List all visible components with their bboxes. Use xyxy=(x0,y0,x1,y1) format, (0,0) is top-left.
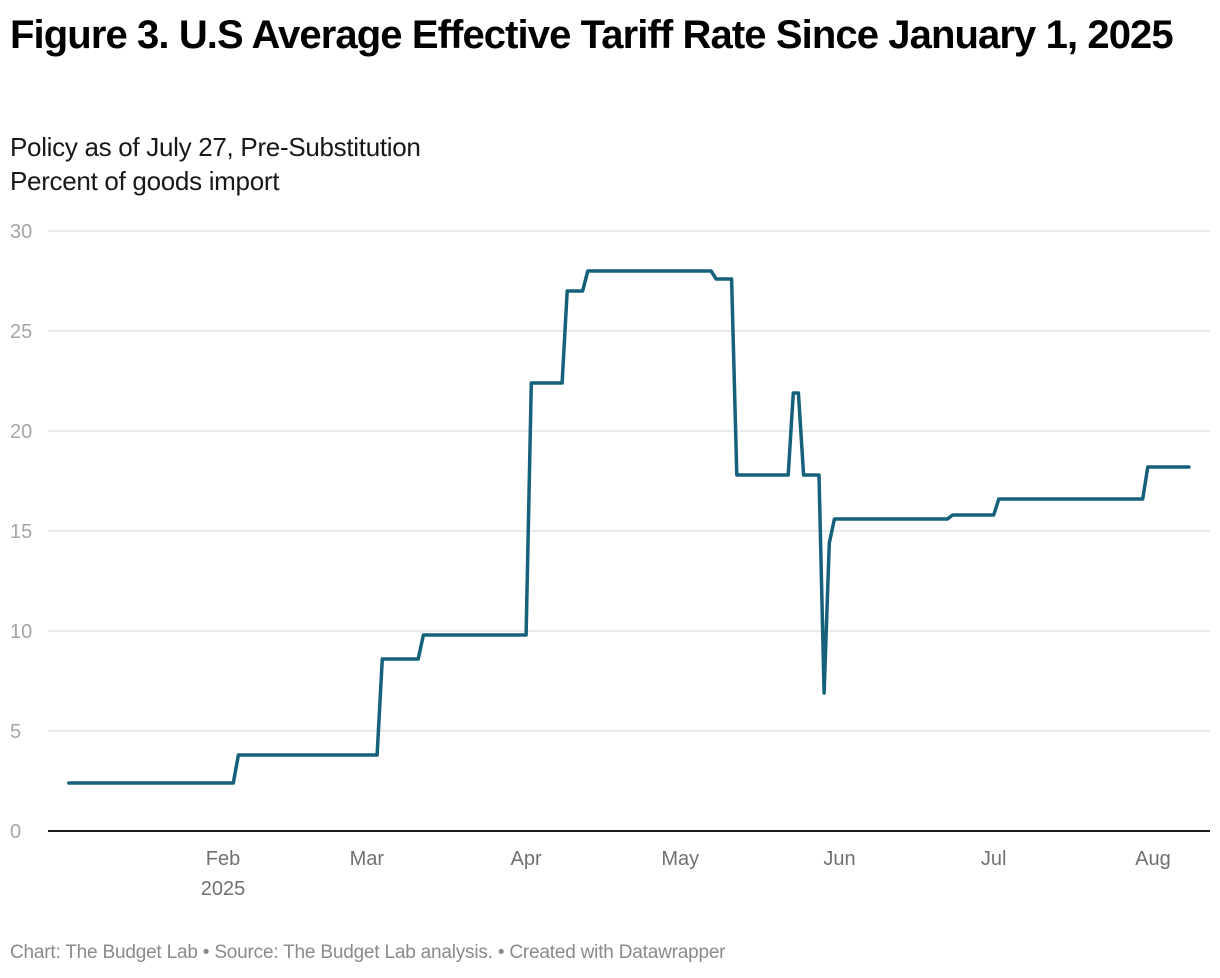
y-axis-ticks: 0 5 10 15 20 25 30 xyxy=(10,221,32,843)
chart-subtitle: Policy as of July 27, Pre-Substitution P… xyxy=(10,130,421,198)
x-tick-label: May xyxy=(661,848,699,870)
gridlines xyxy=(48,230,1210,732)
chart-footer: Chart: The Budget Lab • Source: The Budg… xyxy=(10,942,726,964)
chart-title: Figure 3. U.S Average Effective Tariff R… xyxy=(10,13,1174,57)
y-tick-label: 0 xyxy=(10,821,21,843)
source-note: Source: The Budget Lab analysis. xyxy=(214,942,493,963)
footer-separator: • xyxy=(197,942,215,963)
datawrapper-credit: Created with Datawrapper xyxy=(509,942,726,963)
y-tick-label: 20 xyxy=(10,421,32,443)
x-tick-label: Apr xyxy=(511,848,542,870)
chart-credit: Chart: The Budget Lab xyxy=(10,942,198,963)
y-tick-label: 10 xyxy=(10,621,32,643)
y-tick-label: 15 xyxy=(10,521,32,543)
x-tick-label: Jun xyxy=(823,848,855,870)
x-axis-ticks: Feb 2025 Mar Apr May Jun Jul Aug xyxy=(201,848,1171,900)
series-line-0 xyxy=(67,269,1191,785)
x-tick-label: Aug xyxy=(1135,848,1171,870)
y-tick-label: 30 xyxy=(10,221,32,243)
x-tick-label: Jul xyxy=(981,848,1007,870)
footer-separator: • xyxy=(492,942,510,963)
x-tick-year-label: 2025 xyxy=(201,878,246,900)
subtitle-policy-note: Policy as of July 27, Pre-Substitution xyxy=(10,132,421,162)
x-tick-label: Mar xyxy=(350,848,385,870)
y-tick-label: 5 xyxy=(10,721,21,743)
series-group xyxy=(67,269,1191,785)
x-tick-label: Feb xyxy=(206,848,240,870)
y-axis-unit-label: Percent of goods import xyxy=(10,166,280,196)
y-tick-label: 25 xyxy=(10,321,32,343)
